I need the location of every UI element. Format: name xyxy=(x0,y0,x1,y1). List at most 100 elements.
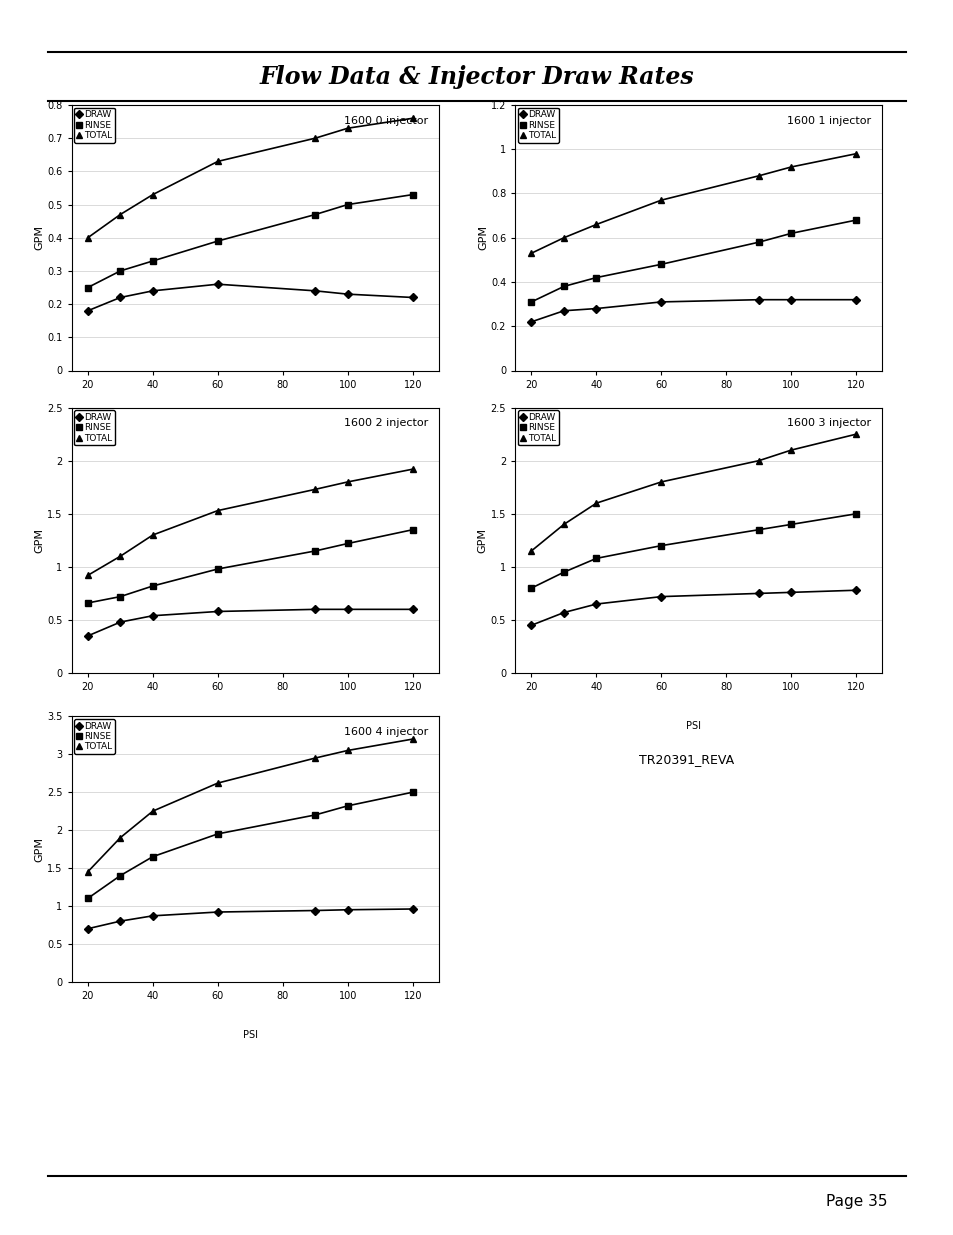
TOTAL xyxy=(558,231,569,246)
DRAW xyxy=(114,914,126,929)
Text: PSI: PSI xyxy=(243,419,257,429)
RINSE xyxy=(753,235,764,249)
TOTAL xyxy=(212,776,223,790)
RINSE xyxy=(212,233,223,248)
TOTAL xyxy=(342,743,354,758)
DRAW xyxy=(147,609,158,624)
TOTAL xyxy=(407,731,418,746)
TOTAL xyxy=(310,751,321,766)
Text: TR20391_REVA: TR20391_REVA xyxy=(639,753,734,766)
DRAW xyxy=(114,615,126,630)
TOTAL xyxy=(525,246,537,261)
RINSE xyxy=(310,207,321,222)
RINSE xyxy=(147,578,158,593)
Legend: DRAW, RINSE, TOTAL: DRAW, RINSE, TOTAL xyxy=(517,107,558,143)
RINSE xyxy=(212,562,223,577)
TOTAL xyxy=(114,830,126,845)
DRAW xyxy=(655,589,666,604)
DRAW xyxy=(342,287,354,301)
TOTAL xyxy=(407,462,418,477)
DRAW xyxy=(753,293,764,308)
RINSE xyxy=(655,257,666,272)
DRAW xyxy=(407,290,418,305)
TOTAL xyxy=(212,154,223,169)
DRAW xyxy=(82,304,93,319)
RINSE xyxy=(114,589,126,604)
Y-axis label: GPM: GPM xyxy=(34,225,45,251)
TOTAL xyxy=(147,804,158,819)
DRAW xyxy=(753,585,764,600)
Line: DRAW: DRAW xyxy=(85,906,416,931)
TOTAL xyxy=(850,427,862,442)
DRAW xyxy=(407,902,418,916)
RINSE xyxy=(342,798,354,813)
DRAW xyxy=(558,304,569,319)
Line: RINSE: RINSE xyxy=(85,527,416,605)
DRAW xyxy=(310,284,321,299)
RINSE xyxy=(558,279,569,294)
RINSE xyxy=(525,580,537,595)
DRAW xyxy=(850,293,862,308)
DRAW xyxy=(310,601,321,616)
DRAW xyxy=(590,301,601,316)
DRAW xyxy=(212,604,223,619)
Line: RINSE: RINSE xyxy=(85,191,416,290)
TOTAL xyxy=(753,453,764,468)
TOTAL xyxy=(82,231,93,246)
DRAW xyxy=(525,618,537,632)
Line: RINSE: RINSE xyxy=(528,217,859,305)
RINSE xyxy=(655,538,666,553)
RINSE xyxy=(785,517,797,532)
DRAW xyxy=(310,903,321,918)
Line: TOTAL: TOTAL xyxy=(85,736,416,874)
TOTAL xyxy=(310,131,321,146)
RINSE xyxy=(342,198,354,212)
Line: DRAW: DRAW xyxy=(85,282,416,314)
RINSE xyxy=(114,263,126,278)
RINSE xyxy=(82,595,93,610)
Line: TOTAL: TOTAL xyxy=(528,151,859,256)
TOTAL xyxy=(590,217,601,232)
TOTAL xyxy=(147,527,158,542)
Line: RINSE: RINSE xyxy=(85,789,416,902)
Y-axis label: GPM: GPM xyxy=(477,225,488,251)
RINSE xyxy=(753,522,764,537)
DRAW xyxy=(212,904,223,919)
Text: 1600 2 injector: 1600 2 injector xyxy=(343,419,427,429)
DRAW xyxy=(785,293,797,308)
RINSE xyxy=(850,506,862,521)
Text: PSI: PSI xyxy=(686,419,700,429)
TOTAL xyxy=(785,442,797,457)
RINSE xyxy=(114,868,126,883)
Line: DRAW: DRAW xyxy=(528,588,859,629)
RINSE xyxy=(147,253,158,268)
DRAW xyxy=(785,585,797,600)
DRAW xyxy=(114,290,126,305)
Line: DRAW: DRAW xyxy=(528,296,859,325)
RINSE xyxy=(310,808,321,823)
Text: Page 35: Page 35 xyxy=(825,1194,886,1209)
RINSE xyxy=(407,784,418,799)
Line: TOTAL: TOTAL xyxy=(528,431,859,553)
Line: TOTAL: TOTAL xyxy=(85,467,416,578)
RINSE xyxy=(407,522,418,537)
RINSE xyxy=(147,850,158,864)
TOTAL xyxy=(590,495,601,510)
TOTAL xyxy=(785,159,797,174)
DRAW xyxy=(558,605,569,620)
Text: 1600 1 injector: 1600 1 injector xyxy=(786,116,870,126)
Legend: DRAW, RINSE, TOTAL: DRAW, RINSE, TOTAL xyxy=(74,410,115,446)
DRAW xyxy=(342,601,354,616)
DRAW xyxy=(850,583,862,598)
Line: RINSE: RINSE xyxy=(528,511,859,590)
RINSE xyxy=(590,551,601,566)
Text: PSI: PSI xyxy=(686,721,700,731)
Y-axis label: GPM: GPM xyxy=(477,527,487,553)
TOTAL xyxy=(114,207,126,222)
RINSE xyxy=(525,294,537,309)
Text: 1600 4 injector: 1600 4 injector xyxy=(343,727,427,737)
TOTAL xyxy=(147,188,158,203)
TOTAL xyxy=(342,121,354,136)
TOTAL xyxy=(82,568,93,583)
DRAW xyxy=(590,597,601,611)
